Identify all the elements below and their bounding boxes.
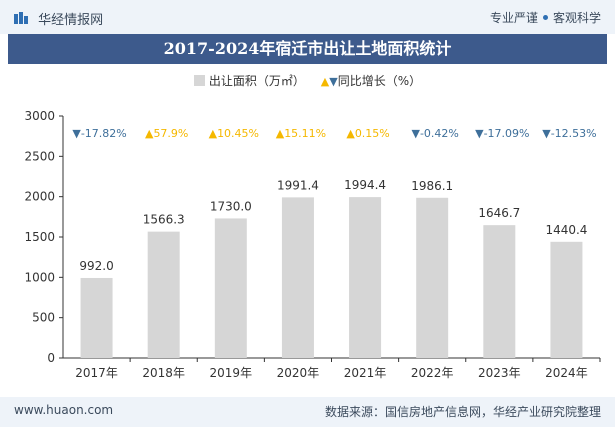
growth-label: ▼-17.09% [475, 127, 529, 140]
bar-value-label: 1440.4 [545, 223, 587, 237]
dot-icon [542, 15, 548, 20]
y-tick-label: 1000 [24, 270, 55, 284]
growth-value: 10.45% [217, 127, 259, 140]
bar-value-label: 992.0 [79, 259, 113, 273]
growth-value: 15.11% [284, 127, 326, 140]
chart-title: 2017-2024年宿迁市出让土地面积统计 [163, 39, 452, 58]
legend: 出让面积（万㎡） ▲▼同比增长（%） [0, 72, 615, 89]
down-triangle-icon: ▼ [72, 127, 81, 140]
title-bar: 2017-2024年宿迁市出让土地面积统计 [8, 34, 607, 64]
growth-value: -12.53% [551, 127, 597, 140]
x-tick-label: 2017年 [75, 366, 118, 380]
growth-label: ▼-0.42% [411, 127, 458, 140]
growth-value: -17.82% [81, 127, 127, 140]
x-tick-label: 2019年 [210, 366, 253, 380]
growth-value: 57.9% [153, 127, 188, 140]
top-bar: 华经情报网 专业严谨 客观科学 [0, 0, 615, 34]
bar-chart: 050010001500200025003000992.02017年▼-17.8… [24, 109, 601, 380]
footer: www.huaon.com 数据来源：国信房地产信息网，华经产业研究院整理 [0, 397, 615, 427]
bar-6 [416, 197, 449, 358]
x-tick-label: 2020年 [277, 366, 320, 380]
legend-label-area: 出让面积（万㎡） [208, 74, 305, 88]
down-triangle-icon: ▼ [411, 127, 420, 140]
bar-8 [550, 241, 583, 358]
x-tick-label: 2024年 [545, 366, 588, 380]
y-tick-label: 500 [32, 311, 55, 325]
bar-1 [80, 277, 113, 358]
up-triangle-icon: ▲ [320, 75, 330, 88]
brand-name: 华经情报网 [38, 13, 104, 28]
x-tick-label: 2022年 [411, 366, 454, 380]
data-source: 数据来源：国信房地产信息网，华经产业研究院整理 [324, 405, 601, 419]
bar-value-label: 1730.0 [210, 199, 252, 213]
growth-value: -17.09% [484, 127, 530, 140]
down-triangle-icon: ▼ [475, 127, 484, 140]
y-tick-label: 2500 [24, 149, 55, 163]
down-triangle-icon: ▼ [329, 75, 338, 88]
growth-label: ▲15.11% [276, 127, 326, 140]
bar-5 [349, 197, 382, 358]
growth-label: ▲10.45% [209, 127, 259, 140]
up-triangle-icon: ▲ [209, 127, 218, 140]
tagline-right: 客观科学 [552, 11, 601, 25]
growth-value: 0.15% [355, 127, 390, 140]
y-tick-label: 2000 [24, 190, 55, 204]
y-tick-label: 3000 [24, 109, 55, 123]
bar-value-label: 1994.4 [344, 178, 386, 192]
legend-swatch-bar [193, 75, 205, 86]
x-tick-label: 2023年 [478, 366, 521, 380]
up-triangle-icon: ▲ [276, 127, 285, 140]
bar-3 [214, 218, 247, 358]
legend-item-area[interactable]: 出让面积（万㎡） [193, 72, 305, 89]
bar-value-label: 1986.1 [411, 179, 453, 193]
growth-label: ▲0.15% [346, 127, 389, 140]
bar-value-label: 1646.7 [478, 206, 520, 220]
y-tick-label: 1500 [24, 230, 55, 244]
growth-label: ▲57.9% [145, 127, 188, 140]
website-link[interactable]: www.huaon.com [14, 403, 114, 417]
bar-2 [147, 231, 180, 358]
up-triangle-icon: ▲ [145, 127, 154, 140]
bar-value-label: 1566.3 [143, 213, 185, 227]
bar-4 [281, 197, 314, 358]
legend-label-growth: 同比增长（%） [337, 74, 422, 88]
brand[interactable]: 华经情报网 [14, 9, 103, 28]
growth-label: ▼-17.82% [72, 127, 126, 140]
down-triangle-icon: ▼ [542, 127, 551, 140]
up-triangle-icon: ▲ [346, 127, 355, 140]
x-tick-label: 2021年 [344, 366, 387, 380]
growth-label: ▼-12.53% [542, 127, 596, 140]
legend-item-growth[interactable]: ▲▼同比增长（%） [321, 72, 421, 89]
bar-7 [483, 225, 516, 358]
bar-value-label: 1991.4 [277, 178, 319, 192]
y-tick-label: 0 [47, 351, 55, 365]
growth-value: -0.42% [420, 127, 459, 140]
tagline: 专业严谨 客观科学 [490, 9, 601, 26]
tagline-left: 专业严谨 [489, 11, 538, 25]
brand-logo-icon [14, 12, 28, 24]
x-tick-label: 2018年 [142, 366, 185, 380]
